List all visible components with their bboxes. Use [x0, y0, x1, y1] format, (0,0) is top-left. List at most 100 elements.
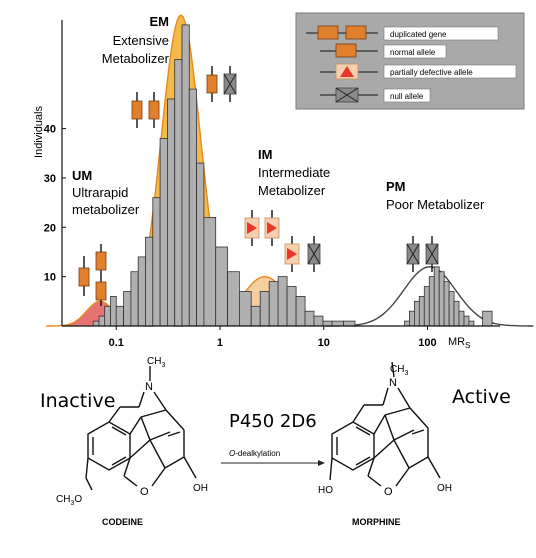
histogram-bar [215, 246, 228, 327]
morphine-name: MORPHINE [352, 517, 401, 527]
phenotype-label-im: IM Intermediate Metabolizer [258, 147, 330, 198]
legend-label-partially-defective-allele: partially defective allele [390, 68, 473, 77]
histogram-bar [104, 305, 111, 327]
em-im-genotype-allele-2 [223, 66, 237, 102]
legend-icons [306, 25, 378, 103]
histogram-bar [295, 295, 306, 327]
histogram-bar [98, 315, 106, 327]
um-line2: metabolizer [72, 202, 140, 217]
em-line2: Metabolizer [102, 51, 170, 66]
em-genotype-allele-2 [148, 92, 160, 128]
allele-legend: duplicated gene normal allele partially … [295, 12, 525, 110]
legend-label-normal-allele: normal allele [390, 48, 436, 57]
phenotype-label-em: EM Extensive Metabolizer [102, 14, 170, 66]
histogram-bar [250, 305, 261, 327]
histogram-bar [174, 59, 183, 327]
codeine-methoxy: CH3O [56, 494, 82, 507]
histogram-bar [463, 315, 470, 327]
histogram-bar [413, 300, 420, 327]
histogram-bar [123, 291, 132, 327]
histogram-bar [259, 291, 270, 327]
im-line2: Metabolizer [258, 183, 326, 198]
em-genotype-allele-1 [131, 92, 143, 128]
em-im-genotype-allele-1 [206, 66, 218, 102]
legend-label-duplicated-gene: duplicated gene [390, 30, 447, 39]
enzyme-label: P450 2D6 [229, 411, 317, 432]
x-tick-label: 1 [217, 337, 223, 349]
histogram-bar [443, 281, 450, 327]
codeine-name: CODEINE [102, 517, 143, 527]
histogram-bar [137, 256, 146, 327]
histogram-bar [343, 320, 356, 327]
histogram-bar [238, 291, 252, 327]
curve-line-pm [325, 266, 534, 327]
pm-abbr: PM [386, 179, 406, 194]
histogram-bar [468, 320, 475, 327]
duplicated-gene-icon [306, 25, 378, 40]
histogram-bar [482, 310, 493, 327]
histogram-bar [428, 276, 435, 327]
x-ticks: 0.1 1 10 100 [109, 326, 437, 349]
histogram-bar [404, 320, 410, 327]
active-label: Active [452, 386, 511, 408]
um-line1: Ultrarapid [72, 185, 128, 200]
im-line1: Intermediate [258, 165, 330, 180]
histogram-bar [453, 300, 460, 327]
um-genotype [78, 244, 107, 306]
phenotype-label-pm: PM Poor Metabolizer [386, 179, 485, 212]
normal-allele-icon [320, 43, 378, 58]
x-tick-label: 0.1 [109, 337, 124, 349]
histogram-bar [433, 266, 440, 327]
codeine-hydroxyl: OH [193, 483, 208, 494]
y-tick-label: 10 [44, 272, 56, 284]
histogram-bar [227, 271, 240, 327]
legend-label-box-3 [383, 64, 517, 79]
histogram-bar [92, 320, 100, 327]
histogram-bar [286, 286, 297, 327]
histogram-bar [166, 98, 176, 327]
legend-label-boxes [383, 26, 517, 103]
codeine-n-methyl: CH3 [147, 356, 165, 369]
reaction-condition-label: O-dealkylation [229, 449, 280, 458]
y-ticks: 10 20 30 40 [44, 124, 66, 284]
morphine-n-methyl: CH3 [390, 364, 408, 377]
legend-label-box-2 [383, 44, 447, 59]
y-tick-label: 30 [44, 173, 56, 185]
histogram-bar [159, 138, 168, 327]
histogram-bar [313, 315, 324, 327]
histogram-bar [203, 216, 217, 327]
genotype-glyphs [78, 66, 439, 306]
histogram-bar [110, 295, 117, 327]
histogram-bar [331, 320, 344, 327]
histogram-bar [188, 88, 198, 327]
histogram-bar [408, 310, 415, 327]
x-tick-label: 10 [318, 337, 330, 349]
reaction-arrow [221, 460, 325, 466]
curve-fill-um [46, 301, 155, 326]
histogram-bar [181, 24, 190, 327]
pm-genotype-allele-1 [406, 236, 420, 272]
histogram-bar [448, 291, 455, 327]
morphine-hydroxyl: OH [437, 483, 452, 494]
pm-genotype-allele-2 [425, 236, 439, 272]
inactive-label: Inactive [40, 390, 115, 412]
partially-defective-allele-icon [320, 63, 378, 80]
histogram-bar [268, 281, 279, 327]
histogram-bar [322, 320, 333, 327]
legend-label-box-1 [383, 26, 499, 41]
histogram-bar [277, 276, 288, 327]
morphine-phenol: HO [318, 485, 333, 496]
y-tick-label: 40 [44, 124, 56, 136]
pm-line1: Poor Metabolizer [386, 197, 485, 212]
im-abbr: IM [258, 147, 272, 162]
morphine-bridge-oxygen: O [384, 486, 393, 498]
morphine-structure [329, 361, 441, 487]
im-null-genotype-allele-1 [284, 236, 300, 272]
legend-label-null-allele: null allele [390, 92, 424, 101]
histogram-bar [145, 236, 154, 327]
histogram-bar [304, 310, 315, 327]
im-genotype-allele-1 [244, 210, 260, 246]
y-axis-label: Individuals [33, 106, 45, 158]
histogram-bar [458, 310, 465, 327]
